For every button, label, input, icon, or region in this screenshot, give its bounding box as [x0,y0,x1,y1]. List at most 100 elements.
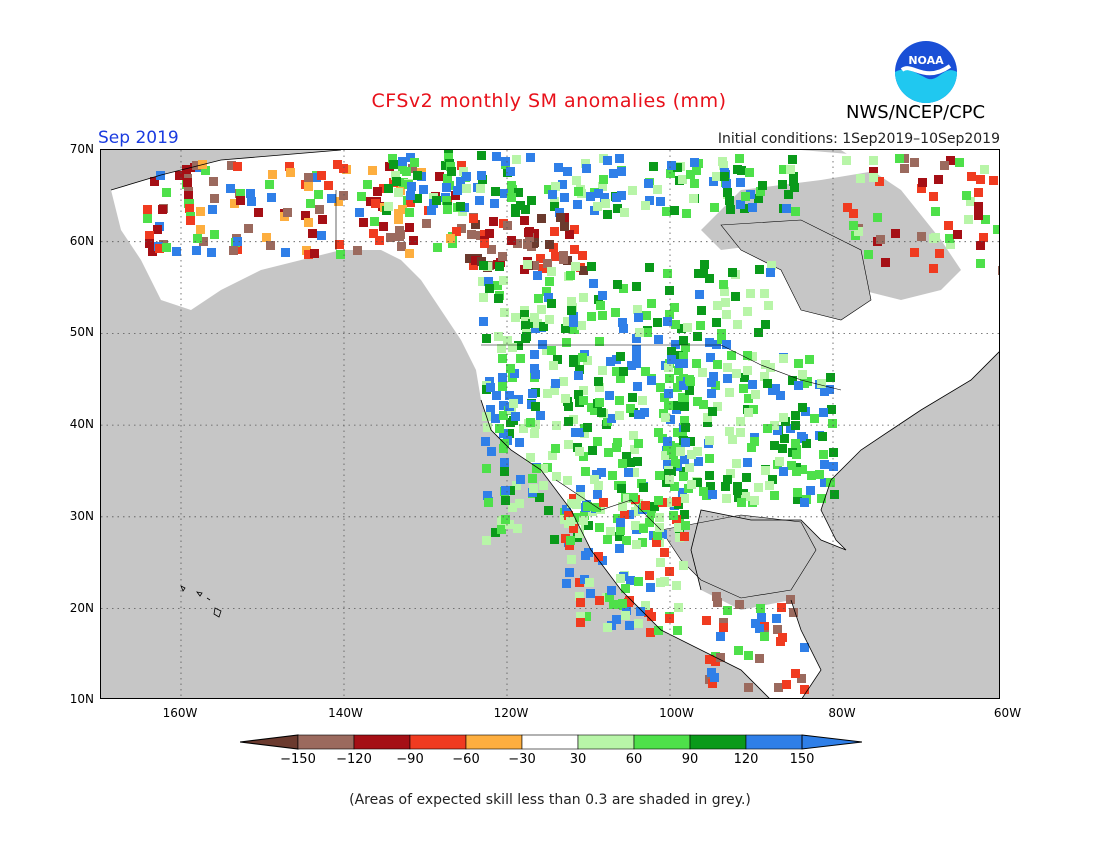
anomaly-cell [624,468,633,477]
anomaly-cell [618,502,627,511]
anomaly-cell [725,388,734,397]
anomaly-cell [661,451,670,460]
anomaly-cell [586,589,595,598]
anomaly-cell [708,407,717,416]
anomaly-cell [654,428,663,437]
anomaly-cell [625,510,634,519]
anomaly-cell [681,343,690,352]
anomaly-cell [680,402,689,411]
anomaly-cell [727,351,736,360]
anomaly-cell [593,437,602,446]
anomaly-cell [791,669,800,678]
anomaly-cell [725,427,734,436]
anomaly-cell [633,305,642,314]
anomaly-cell [654,626,663,635]
anomaly-cell [532,464,541,473]
anomaly-cell [391,171,400,180]
anomaly-cell [192,246,201,255]
anomaly-cell [976,175,985,184]
anomaly-cell [974,188,983,197]
initial-conditions-label: Initial conditions: 1Sep2019–10Sep2019 [717,131,1000,147]
anomaly-cell [314,190,323,199]
anomaly-cell [719,618,728,627]
anomaly-cell [471,256,480,265]
anomaly-cell [508,343,517,352]
anomaly-cell [565,541,574,550]
anomaly-cell [662,207,671,216]
map-canvas [101,150,999,698]
anomaly-cell [501,515,510,524]
anomaly-cell [946,240,955,249]
anomaly-cell [576,598,585,607]
anomaly-cell [227,161,236,170]
anomaly-cell [498,252,507,261]
anomaly-cell [624,598,633,607]
anomaly-cell [442,196,451,205]
longitude-label: 120W [493,706,529,720]
anomaly-cell [587,403,596,412]
anomaly-cell [632,359,641,368]
anomaly-cell [480,239,489,248]
anomaly-cell [677,324,686,333]
anomaly-cell [728,435,737,444]
anomaly-cell [526,453,535,462]
anomaly-cell [516,354,525,363]
anomaly-cell [582,612,591,621]
anomaly-cell [409,236,418,245]
anomaly-cell [327,194,336,203]
anomaly-cell [550,227,559,236]
anomaly-cell [820,387,829,396]
anomaly-cell [620,510,629,519]
anomaly-cell [543,389,552,398]
anomaly-cell [719,161,728,170]
anomaly-cell [647,509,656,518]
anomaly-cell [935,249,944,258]
anomaly-cell [917,232,926,241]
anomaly-cell [563,167,572,176]
anomaly-cell [830,490,839,499]
anomaly-cell [674,351,683,360]
anomaly-cell [603,535,612,544]
anomaly-cell [807,471,816,480]
anomaly-cell [148,247,157,256]
anomaly-cell [705,338,714,347]
anomaly-cell [265,180,274,189]
anomaly-cell [384,202,393,211]
anomaly-cell [254,208,263,217]
anomaly-cell [980,165,989,174]
anomaly-cell [285,162,294,171]
anomaly-cell [658,530,667,539]
anomaly-cell [875,177,884,186]
anomaly-cell [595,337,604,346]
anomaly-cell [595,383,604,392]
anomaly-cell [521,321,530,330]
anomaly-cell [791,439,800,448]
month-label: Sep 2019 [98,128,179,148]
anomaly-cell [699,487,708,496]
anomaly-cell [193,234,202,243]
anomaly-cell [207,248,216,257]
anomaly-cell [145,239,154,248]
anomaly-cell [773,426,782,435]
anomaly-cell [547,299,556,308]
anomaly-cell [333,160,342,169]
anomaly-cell [656,383,665,392]
anomaly-cell [379,222,388,231]
anomaly-cell [720,287,729,296]
anomaly-cell [567,297,576,306]
anomaly-cell [405,208,414,217]
anomaly-cell [604,448,613,457]
anomaly-cell [707,668,716,677]
anomaly-cell [817,379,826,388]
anomaly-cell [408,164,417,173]
anomaly-cell [366,197,375,206]
anomaly-cell [774,683,783,692]
anomaly-cell [800,643,809,652]
anomaly-cell [413,171,422,180]
anomaly-cell [485,284,494,293]
anomaly-cell [359,218,368,227]
anomaly-cell [626,458,635,467]
anomaly-cell [698,368,707,377]
anomaly-cell [603,623,612,632]
anomaly-cell [800,685,809,694]
